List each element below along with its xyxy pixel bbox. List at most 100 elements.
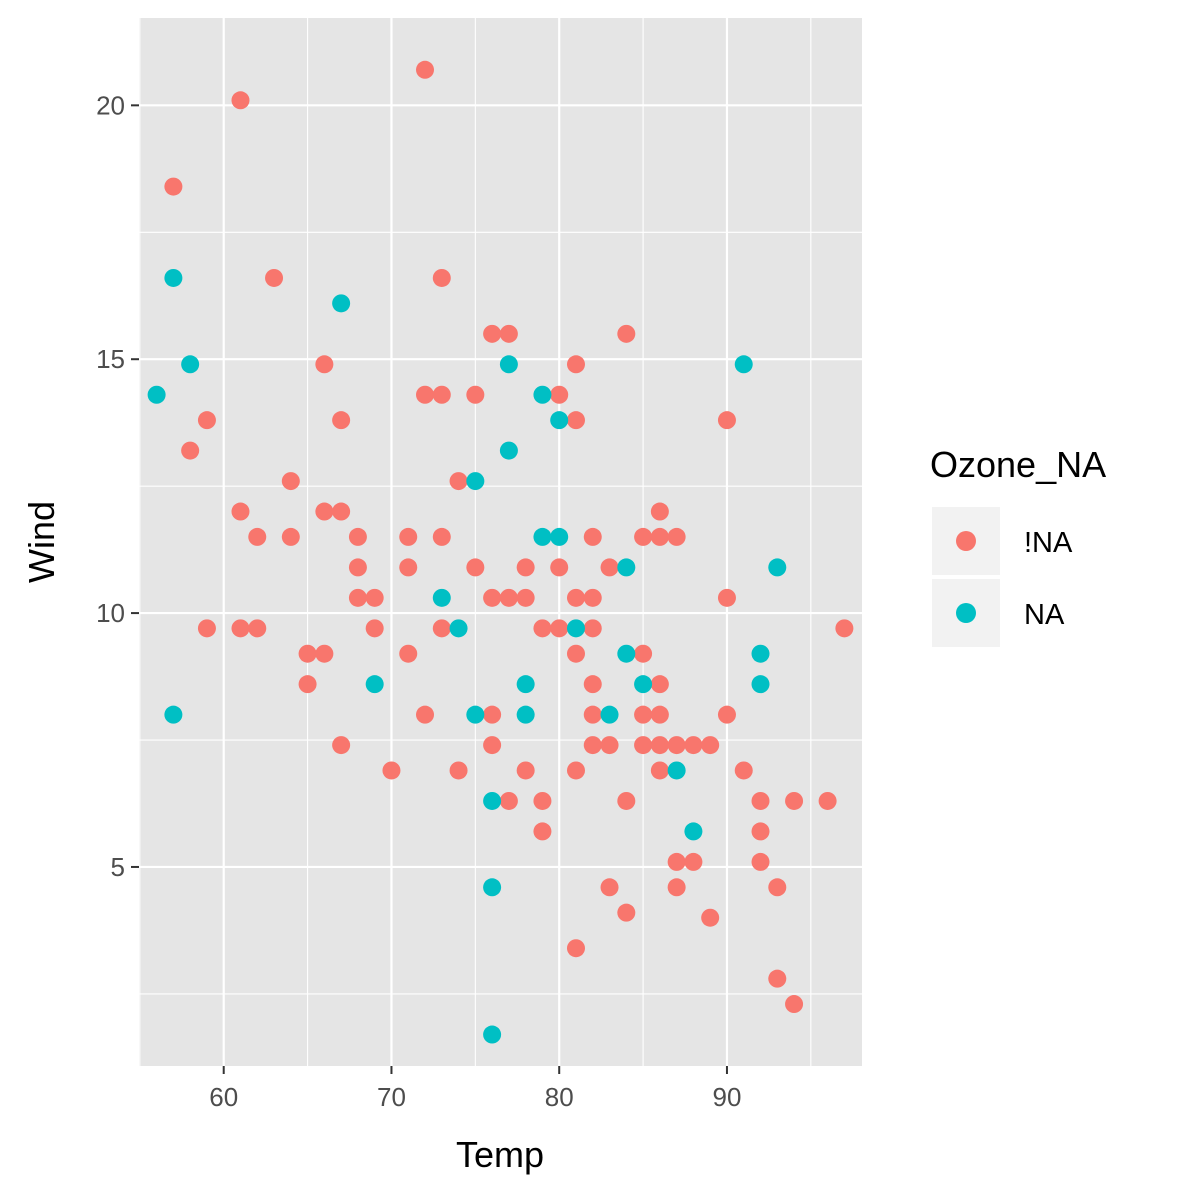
data-point bbox=[483, 791, 502, 810]
y-tick-label: 5 bbox=[111, 852, 125, 882]
legend-title: Ozone_NA bbox=[930, 444, 1106, 485]
data-point bbox=[634, 675, 653, 694]
data-point bbox=[785, 791, 804, 810]
data-point bbox=[432, 385, 451, 404]
data-point bbox=[483, 878, 502, 897]
data-point bbox=[265, 268, 284, 287]
data-point bbox=[248, 619, 267, 638]
data-point bbox=[164, 705, 183, 724]
data-point bbox=[483, 1025, 502, 1044]
data-point bbox=[416, 385, 435, 404]
data-point bbox=[432, 619, 451, 638]
series-na-absent bbox=[164, 60, 854, 1014]
data-point bbox=[499, 355, 518, 374]
data-point bbox=[634, 705, 653, 724]
data-point bbox=[432, 588, 451, 607]
data-point bbox=[701, 736, 720, 755]
major-gridlines bbox=[139, 18, 862, 1066]
data-point bbox=[751, 852, 770, 871]
legend-label-na: NA bbox=[1024, 599, 1065, 631]
data-point bbox=[516, 588, 535, 607]
data-point bbox=[332, 294, 351, 313]
data-point bbox=[516, 761, 535, 780]
y-tick-label: 20 bbox=[96, 90, 125, 120]
data-point bbox=[650, 502, 669, 521]
data-point bbox=[466, 385, 485, 404]
data-point bbox=[667, 736, 686, 755]
data-point bbox=[583, 736, 602, 755]
series-na bbox=[147, 268, 787, 1044]
data-point bbox=[634, 736, 653, 755]
data-point bbox=[785, 995, 804, 1014]
data-point bbox=[164, 268, 183, 287]
data-point bbox=[751, 644, 770, 663]
data-point bbox=[466, 705, 485, 724]
data-point bbox=[566, 588, 585, 607]
data-point bbox=[768, 969, 787, 988]
data-point bbox=[684, 822, 703, 841]
data-point bbox=[583, 619, 602, 638]
x-tick-label: 60 bbox=[209, 1082, 238, 1112]
data-point bbox=[281, 472, 300, 491]
data-point bbox=[617, 903, 636, 922]
data-points bbox=[147, 60, 854, 1044]
legend-key-na-absent bbox=[956, 531, 976, 551]
legend: Ozone_NA !NA NA bbox=[930, 444, 1106, 647]
data-point bbox=[432, 527, 451, 546]
data-point bbox=[550, 619, 569, 638]
data-point bbox=[332, 736, 351, 755]
data-point bbox=[516, 558, 535, 577]
data-point bbox=[466, 472, 485, 491]
y-axis: 5 10 15 20 bbox=[96, 90, 139, 882]
data-point bbox=[566, 355, 585, 374]
x-tick-label: 90 bbox=[713, 1082, 742, 1112]
data-point bbox=[650, 675, 669, 694]
data-point bbox=[181, 441, 200, 460]
data-point bbox=[768, 878, 787, 897]
data-point bbox=[516, 705, 535, 724]
data-point bbox=[600, 736, 619, 755]
data-point bbox=[298, 675, 317, 694]
data-point bbox=[634, 527, 653, 546]
legend-label-na-absent: !NA bbox=[1024, 527, 1073, 559]
data-point bbox=[483, 736, 502, 755]
data-point bbox=[583, 588, 602, 607]
data-point bbox=[717, 411, 736, 430]
data-point bbox=[684, 852, 703, 871]
data-point bbox=[566, 761, 585, 780]
data-point bbox=[667, 761, 686, 780]
data-point bbox=[399, 644, 418, 663]
data-point bbox=[566, 411, 585, 430]
data-point bbox=[818, 791, 837, 810]
data-point bbox=[751, 822, 770, 841]
data-point bbox=[499, 441, 518, 460]
data-point bbox=[717, 588, 736, 607]
data-point bbox=[365, 588, 384, 607]
data-point bbox=[533, 385, 552, 404]
data-point bbox=[667, 878, 686, 897]
data-point bbox=[734, 761, 753, 780]
data-point bbox=[315, 502, 334, 521]
data-point bbox=[701, 908, 720, 927]
data-point bbox=[231, 502, 250, 521]
data-point bbox=[566, 644, 585, 663]
data-point bbox=[432, 268, 451, 287]
data-point bbox=[365, 619, 384, 638]
data-point bbox=[550, 558, 569, 577]
data-point bbox=[348, 588, 367, 607]
data-point bbox=[248, 527, 267, 546]
data-point bbox=[516, 675, 535, 694]
y-axis-title: Wind bbox=[21, 501, 62, 583]
data-point bbox=[281, 527, 300, 546]
data-point bbox=[147, 385, 166, 404]
data-point bbox=[533, 619, 552, 638]
data-point bbox=[499, 588, 518, 607]
data-point bbox=[483, 324, 502, 343]
data-point bbox=[717, 705, 736, 724]
x-tick-label: 70 bbox=[377, 1082, 406, 1112]
data-point bbox=[533, 791, 552, 810]
data-point bbox=[650, 761, 669, 780]
data-point bbox=[650, 705, 669, 724]
data-point bbox=[550, 385, 569, 404]
